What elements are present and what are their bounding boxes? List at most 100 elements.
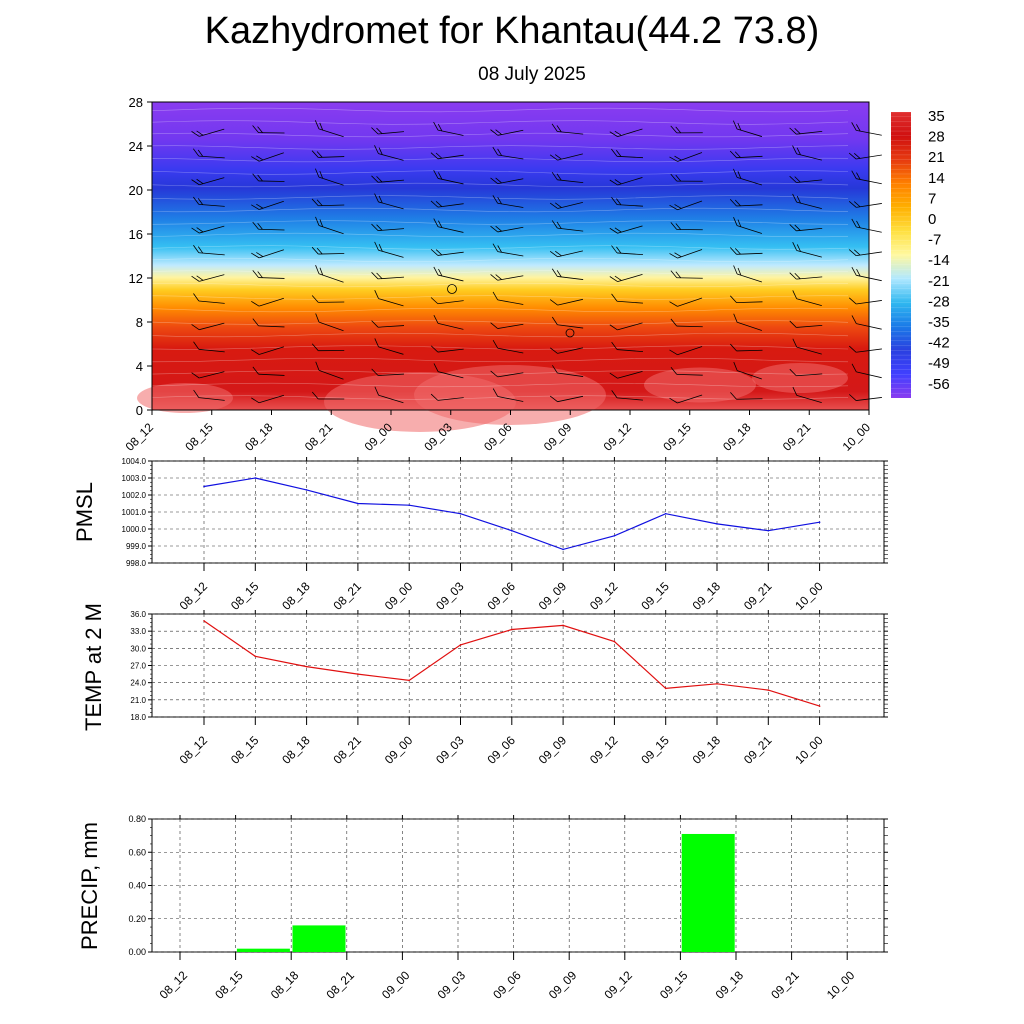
wind-barb-flag <box>256 252 264 257</box>
wind-barb <box>492 146 524 160</box>
isotherm-contour <box>151 145 849 150</box>
wind-barb-flag <box>609 276 618 282</box>
colorbar-label: -56 <box>928 376 950 393</box>
x-tick-label: 09_12 <box>587 733 621 767</box>
wind-barb-shaft <box>677 200 703 211</box>
main-title: Kazhydromet for Khantau(44.2 73.8) <box>204 10 820 52</box>
wind-barb-shaft <box>378 249 404 258</box>
wind-barb-flag <box>734 151 741 158</box>
wind-barb-flag <box>378 244 383 252</box>
wind-barb-flag <box>196 275 204 281</box>
wind-barb-flag <box>315 313 320 323</box>
wind-barb <box>490 129 524 136</box>
wind-barb-flag <box>556 270 562 278</box>
wind-barb-shaft <box>796 346 822 355</box>
y-tick-label: 0.20 <box>128 914 146 924</box>
wind-barb-flag <box>675 126 682 134</box>
heatmap-x-tick-label: 08_21 <box>302 420 336 454</box>
wind-barb-shaft <box>616 155 644 159</box>
wind-barb-shaft <box>617 225 643 234</box>
wind-barb-flag <box>311 150 319 158</box>
wind-barb-shaft <box>497 178 524 185</box>
wind-barb <box>252 318 285 328</box>
wind-barb <box>315 313 344 332</box>
x-tick-label: 09_03 <box>433 579 467 613</box>
wind-barb-shaft <box>318 253 345 255</box>
wind-barb-shaft <box>378 179 404 183</box>
wind-barb-shaft <box>378 346 404 355</box>
wind-barb-flag <box>316 247 323 255</box>
wind-barb-shaft <box>437 129 464 136</box>
wind-barb <box>490 322 524 329</box>
wind-barb-shaft <box>557 153 583 161</box>
wind-barb-flag <box>311 391 319 400</box>
wind-barb-flag <box>191 324 200 331</box>
wind-barb-flag <box>851 122 857 131</box>
wind-barb-flag <box>495 177 502 184</box>
wind-barb-flag <box>495 225 502 232</box>
wind-barb-flag <box>378 147 383 155</box>
wind-barb-flag <box>669 204 678 211</box>
wind-barb <box>549 347 584 354</box>
wind-barb <box>730 392 763 400</box>
wind-barb-flag <box>430 152 439 160</box>
wind-barb-shaft <box>318 273 344 283</box>
wind-barb <box>729 150 763 159</box>
wind-barb <box>733 265 762 283</box>
wind-barb-shaft <box>497 372 524 378</box>
wind-barb-shaft <box>796 130 823 135</box>
wind-barb-shaft <box>796 201 822 210</box>
y-tick-label: 0.40 <box>128 881 146 891</box>
calm-wind-marker <box>447 284 457 294</box>
wind-barb-shaft <box>259 200 284 210</box>
wind-barb-shaft <box>258 228 285 231</box>
wind-barb-flag <box>853 152 861 159</box>
wind-barb <box>430 297 464 305</box>
wind-barb-flag <box>551 171 558 181</box>
wind-barb-shaft <box>617 371 643 379</box>
wind-barb-shaft <box>199 128 225 137</box>
temp-point <box>203 620 205 622</box>
wind-barb <box>251 152 284 162</box>
wind-barb-shaft <box>318 156 345 158</box>
wind-barb-flag <box>851 170 857 179</box>
wind-barb-flag <box>616 246 622 254</box>
wind-barb-flag <box>796 147 801 155</box>
wind-barb-shaft <box>378 394 404 404</box>
wind-barb-flag <box>794 272 801 280</box>
wind-barb <box>609 371 643 379</box>
wind-barb-flag <box>256 155 264 161</box>
wind-barb <box>193 196 225 207</box>
heatmap-field <box>152 102 869 410</box>
calm-wind-marker <box>565 328 575 338</box>
wind-barb-shaft <box>617 300 643 304</box>
wind-barb-shaft <box>437 274 464 282</box>
x-tick-label: 09_18 <box>690 579 724 613</box>
wind-barb <box>191 274 225 282</box>
wind-barb-flag <box>257 174 263 182</box>
x-tick-label: 08_15 <box>212 968 246 1002</box>
wind-barb-flag <box>251 349 260 355</box>
wind-barb-flag <box>378 195 383 204</box>
wind-barb-shaft <box>617 128 643 138</box>
wind-barb <box>611 390 643 401</box>
wind-barb <box>492 291 524 305</box>
isotherm-contour <box>151 120 849 125</box>
isotherm-contour <box>151 170 849 175</box>
wind-barb-flag <box>670 270 678 279</box>
wind-barb <box>430 393 464 401</box>
wind-barb-shaft <box>378 201 404 210</box>
heatmap-warm-blob <box>644 367 756 403</box>
temp-point <box>305 665 308 668</box>
pmsl-point <box>511 529 513 532</box>
wind-barb <box>311 246 345 255</box>
x-tick-label: 08_21 <box>323 968 357 1002</box>
wind-barb-flag <box>490 129 498 136</box>
pmsl-point <box>357 502 359 505</box>
wind-barb-flag <box>193 293 200 302</box>
wind-barb-shaft <box>557 395 584 403</box>
colorbar-label: -14 <box>928 252 950 269</box>
temp-point <box>767 689 770 691</box>
x-tick-label: 08_15 <box>228 733 262 767</box>
